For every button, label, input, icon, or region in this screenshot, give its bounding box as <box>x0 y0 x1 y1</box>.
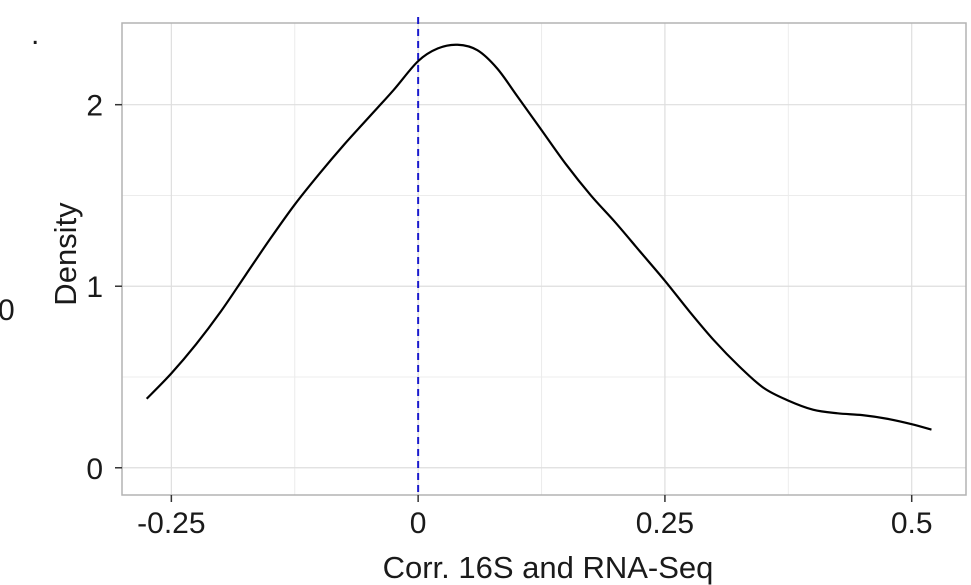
x-tick-label: 0.25 <box>636 507 694 540</box>
x-axis-title: Corr. 16S and RNA-Seq <box>383 550 714 585</box>
y-tick-label: 2 <box>86 90 103 123</box>
y-tick-label: 0 <box>86 453 103 486</box>
x-tick-label: 0.5 <box>891 507 933 540</box>
y-tick-label: 1 <box>86 271 103 304</box>
density-curve <box>145 43 932 431</box>
y-axis-ticks: 0 1 2 <box>86 90 122 486</box>
x-tick-label: -0.25 <box>137 507 205 540</box>
plot-panel-border <box>121 22 967 496</box>
grid-lines <box>122 23 966 495</box>
x-tick-label: 0 <box>410 507 427 540</box>
stray-dot-label: . <box>31 18 39 51</box>
stray-zero-label: 0 <box>0 294 15 327</box>
x-axis-ticks: -0.25 0 0.25 0.5 <box>137 495 933 540</box>
y-axis-title: Density <box>48 202 83 306</box>
